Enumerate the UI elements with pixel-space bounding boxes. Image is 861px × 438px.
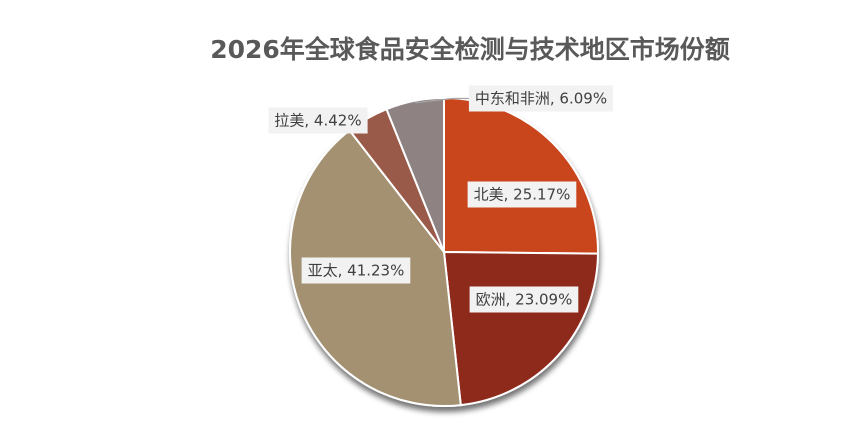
slice-label-text-europe: 欧洲, 23.09%	[476, 291, 573, 309]
slice-label-europe: 欧洲, 23.09%	[469, 286, 579, 313]
chart-title: 2026年全球食品安全检测与技术地区市场份额	[210, 35, 730, 64]
slice-label-box-asia-pacific	[301, 257, 411, 284]
slice-label-asia-pacific: 亚太, 41.23%	[301, 257, 411, 284]
slice-label-box-north-america	[467, 181, 577, 208]
slice-label-text-north-america: 北美, 25.17%	[474, 186, 571, 204]
pie-slice-europe	[442, 250, 600, 407]
pie-slice-middle-east-africa	[385, 96, 445, 253]
slice-labels: 北美, 25.17% 欧洲, 23.09% 亚太, 41.23% 拉美, 4.42% 中…	[268, 85, 614, 313]
slice-label-text-middle-east-africa: 中东和非洲, 6.09%	[475, 90, 607, 108]
slice-label-text-latin-america: 拉美, 4.42%	[274, 112, 361, 130]
leader-lines	[415, 97, 469, 104]
pie-slices	[289, 96, 600, 407]
slice-label-north-america: 北美, 25.17%	[467, 181, 577, 208]
slice-label-box-europe	[469, 286, 579, 313]
pie-slice-north-america	[443, 96, 599, 255]
slice-label-box-latin-america	[268, 107, 368, 134]
slice-label-middle-east-africa: 中东和非洲, 6.09%	[468, 85, 614, 112]
slice-label-latin-america: 拉美, 4.42%	[268, 107, 368, 134]
slice-label-box-middle-east-africa	[468, 85, 614, 112]
slice-label-text-asia-pacific: 亚太, 41.23%	[308, 262, 405, 280]
leader-line-middle-east-africa	[415, 97, 469, 104]
